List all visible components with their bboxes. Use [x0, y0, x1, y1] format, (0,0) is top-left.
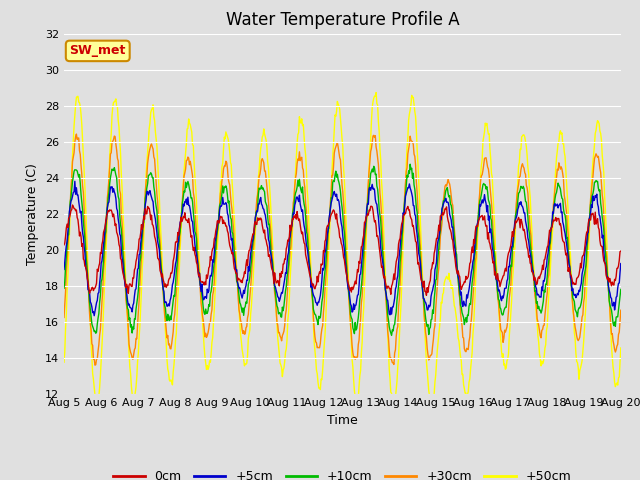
Text: SW_met: SW_met [70, 44, 126, 58]
X-axis label: Time: Time [327, 414, 358, 427]
Y-axis label: Temperature (C): Temperature (C) [26, 163, 39, 264]
Legend: 0cm, +5cm, +10cm, +30cm, +50cm: 0cm, +5cm, +10cm, +30cm, +50cm [108, 465, 577, 480]
Title: Water Temperature Profile A: Water Temperature Profile A [225, 11, 460, 29]
